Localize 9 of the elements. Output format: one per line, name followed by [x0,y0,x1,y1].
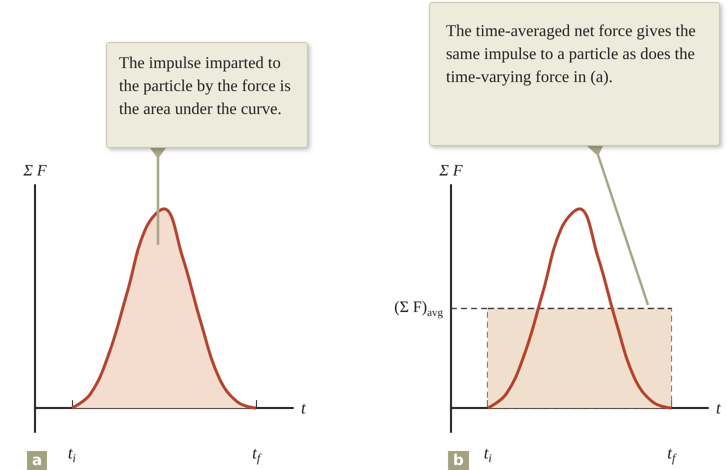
x-axis-title: t [301,398,307,418]
y-axis-title: Σ F [438,162,463,180]
text: The time-averaged net force gives the same impulse to a particle as does the time-varying force in (a). [429,2,720,146]
ref-line-label: (Σ F)$_{avg}$ [394,298,443,319]
text: The impulse imparted to the particle by the force is the area under the curve. [106,42,308,148]
x-axis-title: t [716,398,722,418]
text: a [27,451,48,470]
text: b [448,451,469,470]
y-axis-title: Σ F [22,162,47,180]
